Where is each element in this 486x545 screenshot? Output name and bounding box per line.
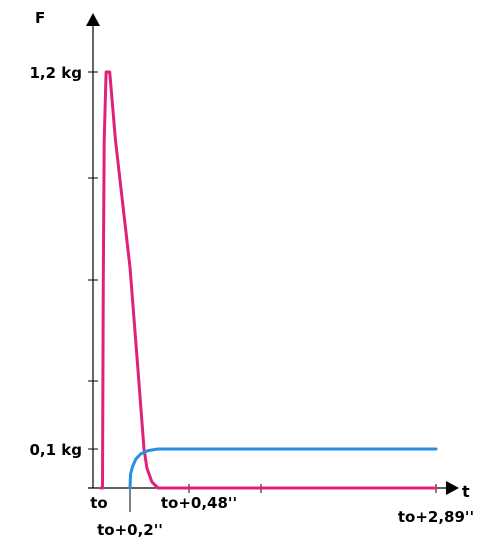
minor-ticks (88, 177, 262, 493)
x-tick-label: to+0,48'' (161, 494, 237, 512)
x-tick-label: to (90, 494, 107, 512)
axes: F t (35, 9, 470, 501)
y-tick-label: 0,1 kg (29, 441, 82, 459)
ticks: 1,2 kg 0,1 kg to to+0,2'' to+0,48'' to+2,89'' (29, 64, 474, 539)
x-axis-arrow-icon (446, 481, 459, 495)
y-axis-arrow-icon (86, 13, 100, 26)
x-tick-label: to+0,2'' (97, 521, 163, 539)
x-axis-label: t (462, 482, 470, 501)
y-tick-label: 1,2 kg (29, 64, 82, 82)
y-axis-label: F (35, 9, 45, 27)
series (99, 70, 438, 490)
force-curve-pink (99, 70, 438, 490)
x-tick-label: to+2,89'' (398, 508, 474, 526)
force-curve-blue (128, 447, 438, 490)
